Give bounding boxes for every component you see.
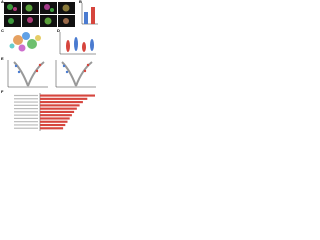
violin-plot	[59, 32, 96, 55]
microscopy-grid	[4, 2, 75, 27]
bar	[40, 101, 83, 104]
bar	[40, 94, 95, 97]
panel-label: C	[1, 28, 4, 33]
panel-label: B	[79, 0, 82, 4]
panel-label: E	[1, 56, 4, 61]
label-placeholder	[14, 107, 38, 110]
label-placeholder	[14, 121, 38, 123]
bar	[40, 107, 77, 110]
page: {"figure": {"panels": ["A", "B", "C", "D…	[0, 0, 100, 134]
label-placeholder	[14, 124, 38, 126]
label-placeholder	[14, 104, 38, 106]
label-placeholder	[14, 111, 38, 113]
bar	[40, 110, 75, 113]
panel-label: F	[1, 89, 4, 94]
label-placeholder	[14, 98, 38, 100]
bar	[40, 104, 80, 107]
label-placeholder	[14, 101, 38, 103]
bar	[40, 97, 88, 100]
panel-label: A	[1, 0, 4, 4]
bar	[40, 120, 68, 123]
label-placeholder	[14, 127, 38, 129]
label-placeholder	[14, 114, 38, 116]
figure: A B C D E F	[1, 0, 98, 131]
bar	[40, 114, 72, 117]
small-bar-chart	[81, 3, 98, 25]
bar	[40, 123, 66, 127]
label-placeholder	[14, 117, 38, 120]
volcano-plots	[7, 60, 96, 88]
label-placeholder	[14, 94, 38, 97]
umap-plot	[9, 32, 41, 52]
bar	[40, 127, 64, 130]
bar	[40, 117, 70, 120]
panel-label: D	[57, 28, 60, 33]
